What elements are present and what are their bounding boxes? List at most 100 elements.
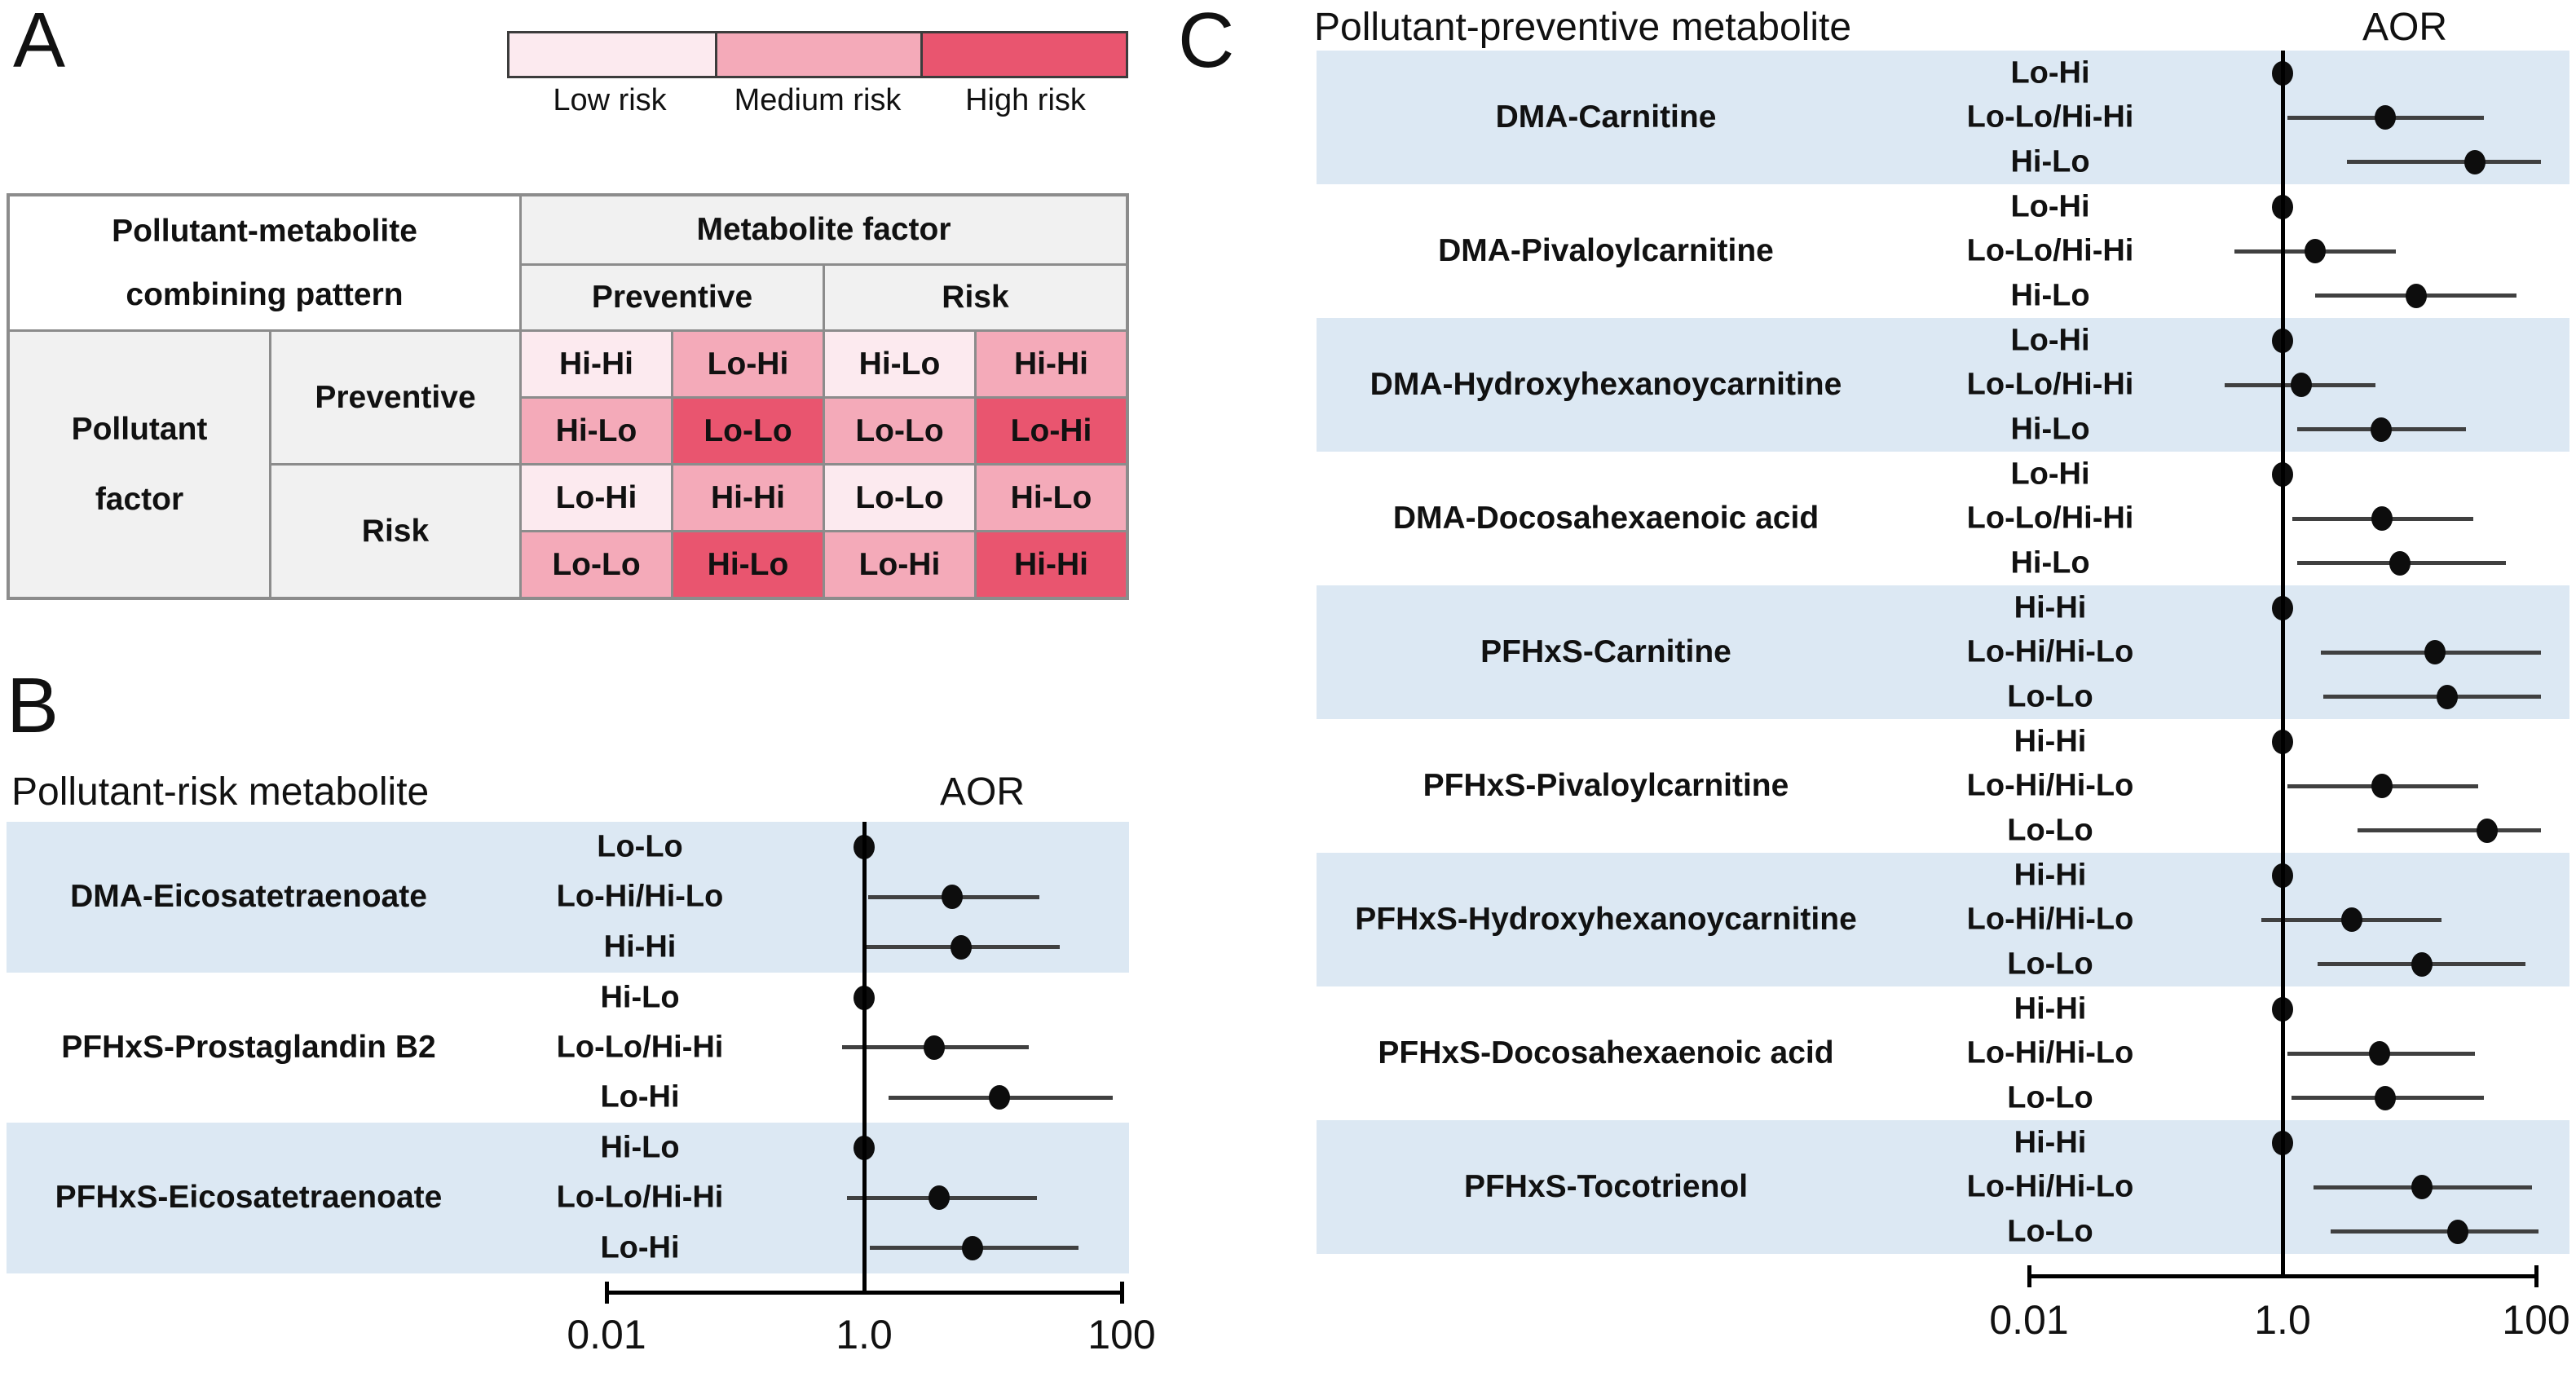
risk-cell-3-3: Hi-Hi [977,532,1126,597]
pattern-label: Lo-Lo [2007,1214,2093,1248]
pattern-label: Lo-Lo [597,829,683,864]
panel-c-title: Pollutant-preventive metabolite [1314,6,1852,49]
pattern-label: Hi-Lo [600,1130,680,1165]
aor-dot [2340,907,2362,932]
ci-line [2331,1229,2539,1234]
x-axis-tick-label: 100 [2502,1297,2570,1343]
pattern-label: Lo-Hi [2010,189,2090,223]
pattern-label: Lo-Lo/Hi-Hi [556,1030,724,1064]
metabolite-label: DMA-Pivaloylcarnitine [1438,233,1774,268]
pattern-label: Lo-Hi/Hi-Lo [1966,768,2134,803]
risk-cell-1-3: Lo-Hi [977,399,1126,463]
legend-swatch-medium-risk [715,33,920,76]
aor-dot [2375,1085,2397,1110]
panel-c-aor-header: AOR [2362,6,2448,49]
table-col-header-preventive: Preventive [522,266,823,329]
risk-cell-3-0: Lo-Lo [522,532,671,597]
x-axis-line [2029,1274,2536,1278]
metabolite-label: DMA-Hydroxyhexanoycarnitine [1370,367,1842,402]
pattern-label: Lo-Hi/Hi-Lo [1966,634,2134,669]
pattern-label: Lo-Lo/Hi-Hi [1966,501,2134,536]
risk-cell-2-3: Hi-Lo [977,466,1126,530]
panel-a-letter: A [13,0,66,84]
aor-dot [2464,149,2486,174]
table-row-header-preventive: Preventive [271,332,519,463]
pattern-label: Lo-Hi [2010,55,2090,90]
table-row-header-risk: Risk [271,466,519,597]
pattern-label: Lo-Lo [2007,947,2093,981]
pattern-label: Lo-Hi [600,1079,680,1114]
legend-swatch-high-risk [920,33,1126,76]
risk-cell-3-1: Hi-Lo [673,532,823,597]
pattern-label: Lo-Lo/Hi-Hi [1966,367,2134,402]
pattern-label: Lo-Hi [600,1230,680,1264]
x-axis-line [607,1291,1122,1295]
reference-line [862,822,867,1295]
panel-c-letter: C [1178,0,1235,84]
x-axis-tick-label: 0.01 [567,1312,646,1357]
metabolite-label: PFHxS-Prostaglandin B2 [61,1029,436,1065]
x-axis-endcap [2027,1265,2031,1287]
pattern-label: Lo-Lo/Hi-Hi [556,1180,724,1215]
pattern-label: Lo-Hi/Hi-Lo [1966,902,2134,937]
aor-dot [2424,640,2446,664]
panel-b-letter: B [7,662,60,749]
aor-dot [2446,1219,2468,1244]
legend-label: Medium risk [734,83,902,117]
ci-line [2346,160,2542,164]
aor-dot [2411,1175,2433,1199]
legend-label: Low risk [553,83,667,117]
risk-pattern-grid: Pollutant-metabolite combining pattern Met… [7,193,1129,600]
aor-dot [961,1235,983,1260]
aor-dot [2304,239,2326,263]
table-corner-header: Pollutant-metabolite combining pattern [10,196,519,329]
pattern-label: Lo-Hi/Hi-Lo [1966,1169,2134,1204]
risk-legend-bar [507,31,1128,78]
risk-cell-3-2: Lo-Hi [825,532,974,597]
risk-cell-2-0: Lo-Hi [522,466,671,530]
metabolite-label: DMA-Docosahexaenoic acid [1392,501,1820,536]
metabolite-label: DMA-Eicosatetraenoate [70,879,427,915]
aor-dot [2368,1041,2390,1066]
pattern-label: Lo-Hi/Hi-Lo [1966,1035,2134,1070]
pattern-label: Hi-Lo [2010,278,2090,312]
aor-dot [923,1035,945,1060]
pattern-label: Lo-Lo/Hi-Hi [1966,233,2134,268]
aor-dot [928,1185,950,1210]
panel-b-aor-header: AOR [939,770,1026,814]
x-axis-tick-label: 1.0 [836,1312,893,1357]
pattern-label: Lo-Hi/Hi-Lo [556,879,724,914]
risk-cell-1-1: Lo-Lo [673,399,823,463]
metabolite-label: PFHxS-Carnitine [1480,634,1731,669]
panel-b-title: Pollutant-risk metabolite [11,770,430,814]
risk-cell-0-0: Hi-Hi [522,332,671,396]
aor-dot [2290,373,2312,397]
x-axis-tick-label: 0.01 [1989,1297,2069,1343]
pattern-label: Lo-Lo [2007,813,2093,847]
risk-cell-0-1: Lo-Hi [673,332,823,396]
table-col-header-risk: Risk [825,266,1126,329]
aor-dot [988,1085,1010,1110]
x-axis-tick-label: 100 [1087,1312,1156,1357]
pattern-label: Hi-Lo [2010,545,2090,580]
x-axis-endcap [2534,1265,2539,1287]
ci-line [2357,828,2542,832]
risk-cell-0-2: Hi-Lo [825,332,974,396]
pattern-label: Hi-Hi [2014,590,2087,625]
risk-cell-1-2: Lo-Lo [825,399,974,463]
pattern-label: Hi-Lo [2010,144,2090,179]
aor-dot [2371,506,2393,531]
aor-dot [2411,951,2433,977]
table-rowgroup-header: Pollutant factor [10,332,269,597]
legend-label: High risk [965,83,1086,117]
table-colgroup-header: Metabolite factor [522,196,1126,263]
aor-dot [2375,105,2397,130]
pattern-label: Hi-Hi [603,929,677,964]
pattern-label: Lo-Lo [2007,679,2093,713]
x-axis-endcap [604,1282,609,1304]
metabolite-label: PFHxS-Pivaloylcarnitine [1423,768,1789,803]
metabolite-label: PFHxS-Docosahexaenoic acid [1378,1035,1834,1070]
aor-dot [2389,550,2411,576]
risk-cell-1-0: Hi-Lo [522,399,671,463]
